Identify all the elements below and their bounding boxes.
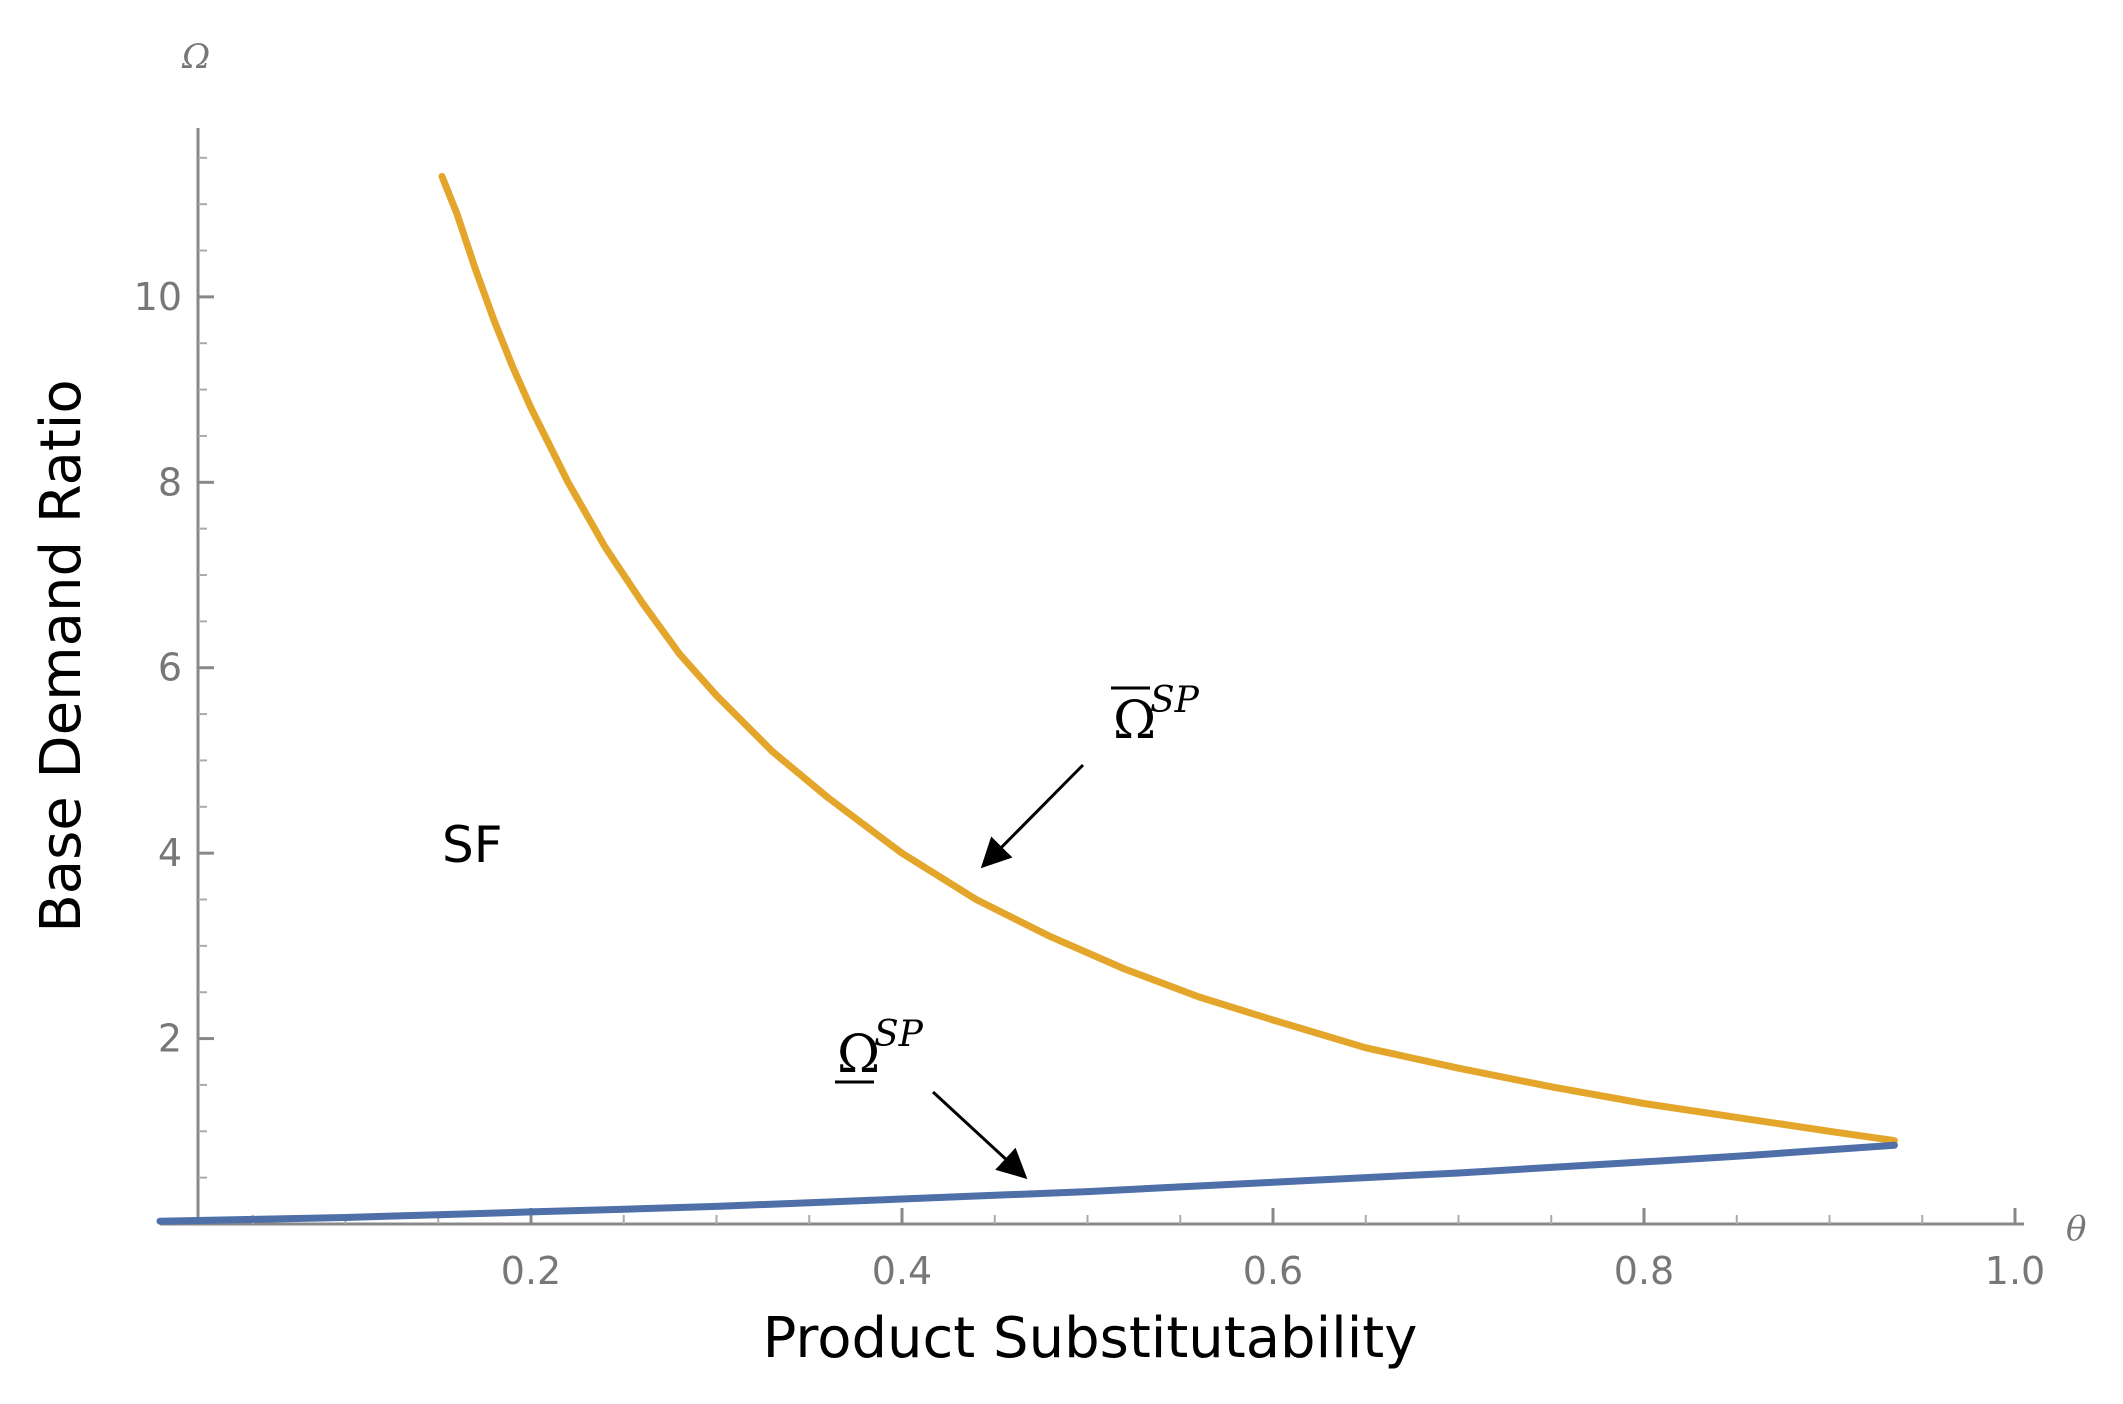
y-axis-title: Base Demand Ratio [29,379,94,932]
annotations-layer: Ω θ Product Substitutability Base Demand… [29,37,2086,1371]
y-tick-label: 10 [134,275,182,319]
x-tick-label: 0.8 [1614,1249,1674,1293]
lower-threshold-arrow [931,1090,1028,1180]
series-layer [156,172,1898,1225]
x-tick-label: 0.4 [872,1249,932,1293]
x-axis-symbol: θ [2066,1209,2086,1249]
lower-threshold-superscript: SP [874,1014,924,1055]
x-axis-title: Product Substitutability [763,1306,1418,1371]
x-tick-label: 1.0 [1985,1249,2045,1293]
lower-threshold-symbol: Ω [837,1025,880,1085]
ticks: 0.2 0.4 0.6 0.8 1.0 2 4 6 8 10 [134,156,2045,1293]
upper-threshold-arrow [980,763,1085,869]
lower-threshold-curve [156,1141,1898,1225]
y-tick-label: 4 [158,831,182,875]
y-tick-label: 2 [158,1017,182,1061]
upper-threshold-label: Ω SP [1111,680,1200,751]
y-axis-symbol: Ω [181,37,210,77]
region-label-sf: SF [442,816,503,874]
upper-threshold-curve [438,172,1898,1145]
axes [160,128,2024,1226]
lower-threshold-label: Ω SP [835,1014,924,1085]
x-tick-label: 0.6 [1243,1249,1303,1293]
y-tick-label: 6 [158,646,182,690]
x-tick-label: 0.2 [501,1249,561,1293]
y-tick-label: 8 [158,460,182,504]
upper-threshold-superscript: SP [1150,680,1200,721]
upper-threshold-symbol: Ω [1113,691,1156,751]
